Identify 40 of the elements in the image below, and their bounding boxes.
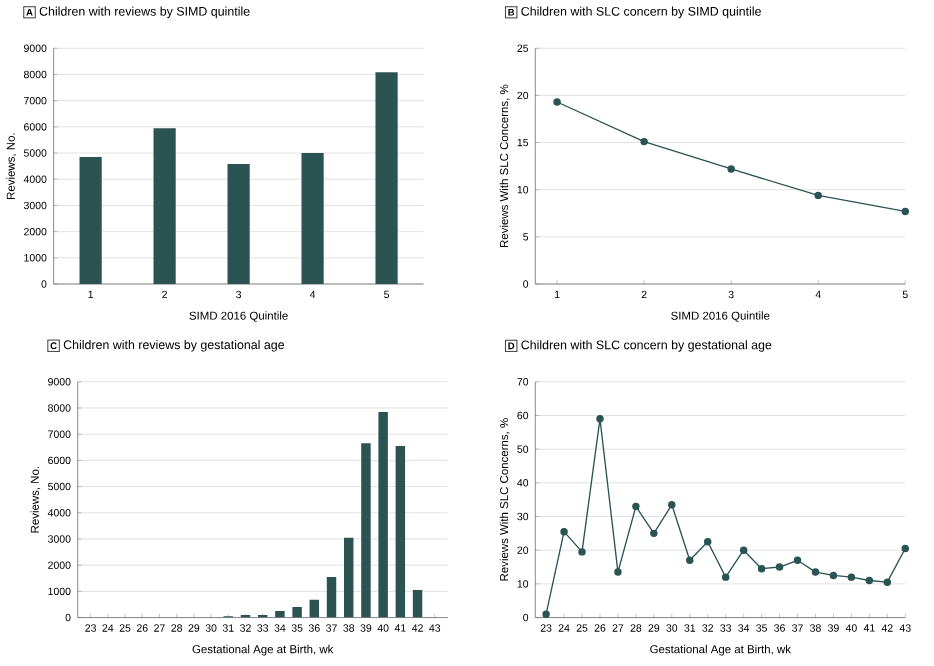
point	[686, 556, 694, 565]
point	[721, 573, 730, 582]
point	[811, 568, 820, 577]
bar	[378, 412, 388, 618]
point	[901, 207, 909, 216]
point	[775, 563, 784, 572]
point	[578, 548, 586, 556]
bar	[301, 153, 324, 285]
point	[757, 565, 766, 573]
bar	[153, 128, 176, 285]
point	[739, 546, 748, 555]
point	[847, 573, 856, 582]
point	[560, 528, 568, 536]
bar	[227, 164, 250, 285]
point	[614, 568, 622, 577]
point	[668, 501, 676, 509]
point	[650, 529, 658, 538]
bar	[375, 72, 398, 285]
bar	[275, 611, 285, 618]
point	[553, 98, 561, 106]
bar	[395, 446, 406, 618]
bar	[326, 577, 337, 618]
point	[542, 610, 550, 619]
point	[640, 138, 648, 146]
point	[632, 502, 640, 511]
point	[727, 165, 735, 173]
bar	[79, 157, 102, 285]
point	[901, 545, 909, 553]
bar	[309, 599, 320, 618]
bar	[412, 590, 423, 618]
point	[704, 538, 712, 546]
point	[814, 191, 822, 200]
point	[829, 571, 838, 580]
point	[883, 578, 892, 587]
bar	[361, 443, 371, 618]
bar	[343, 537, 354, 618]
point	[793, 556, 802, 565]
point	[596, 415, 604, 423]
point	[865, 577, 874, 585]
bar	[292, 607, 302, 618]
